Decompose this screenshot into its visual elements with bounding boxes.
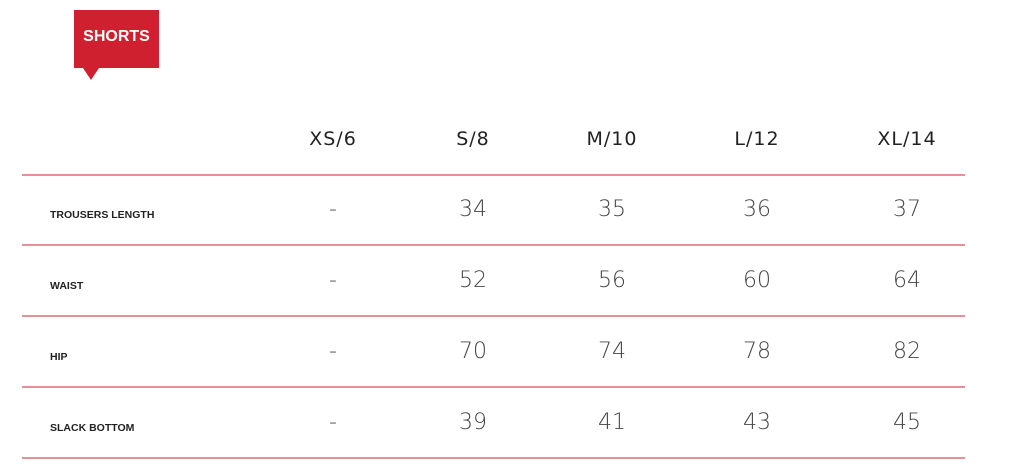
row-divider: [22, 457, 965, 459]
table-cell: -: [329, 268, 337, 293]
table-cell: 52: [459, 268, 487, 293]
table-cell: -: [329, 197, 337, 222]
table-cell: 70: [459, 339, 487, 364]
row-divider: [22, 386, 965, 388]
badge-label: SHORTS: [83, 28, 150, 45]
table-cell: 36: [743, 197, 771, 222]
column-header: L/12: [734, 128, 780, 150]
row-divider: [22, 174, 965, 176]
column-header: XS/6: [309, 128, 357, 150]
table-cell: 74: [598, 339, 626, 364]
table-cell: 82: [893, 339, 921, 364]
row-divider: [22, 244, 965, 246]
table-cell: 41: [598, 410, 626, 435]
table-cell: 60: [743, 268, 771, 293]
table-cell: 43: [743, 410, 771, 435]
table-cell: 39: [459, 410, 487, 435]
column-header: XL/14: [877, 128, 937, 150]
table-cell: 34: [459, 197, 487, 222]
table-cell: 37: [893, 197, 921, 222]
row-label: HIP: [50, 351, 68, 363]
table-cell: -: [329, 410, 337, 435]
column-header: M/10: [586, 128, 638, 150]
row-label: TROUSERS LENGTH: [50, 209, 155, 221]
table-cell: 35: [598, 197, 626, 222]
table-cell: 78: [743, 339, 771, 364]
table-cell: -: [329, 339, 337, 364]
row-label: SLACK BOTTOM: [50, 422, 135, 434]
table-cell: 64: [893, 268, 921, 293]
row-label: WAIST: [50, 280, 84, 292]
row-divider: [22, 315, 965, 317]
column-header: S/8: [456, 128, 490, 150]
table-cell: 56: [598, 268, 626, 293]
shorts-badge: SHORTS: [74, 10, 159, 80]
table-cell: 45: [893, 410, 921, 435]
